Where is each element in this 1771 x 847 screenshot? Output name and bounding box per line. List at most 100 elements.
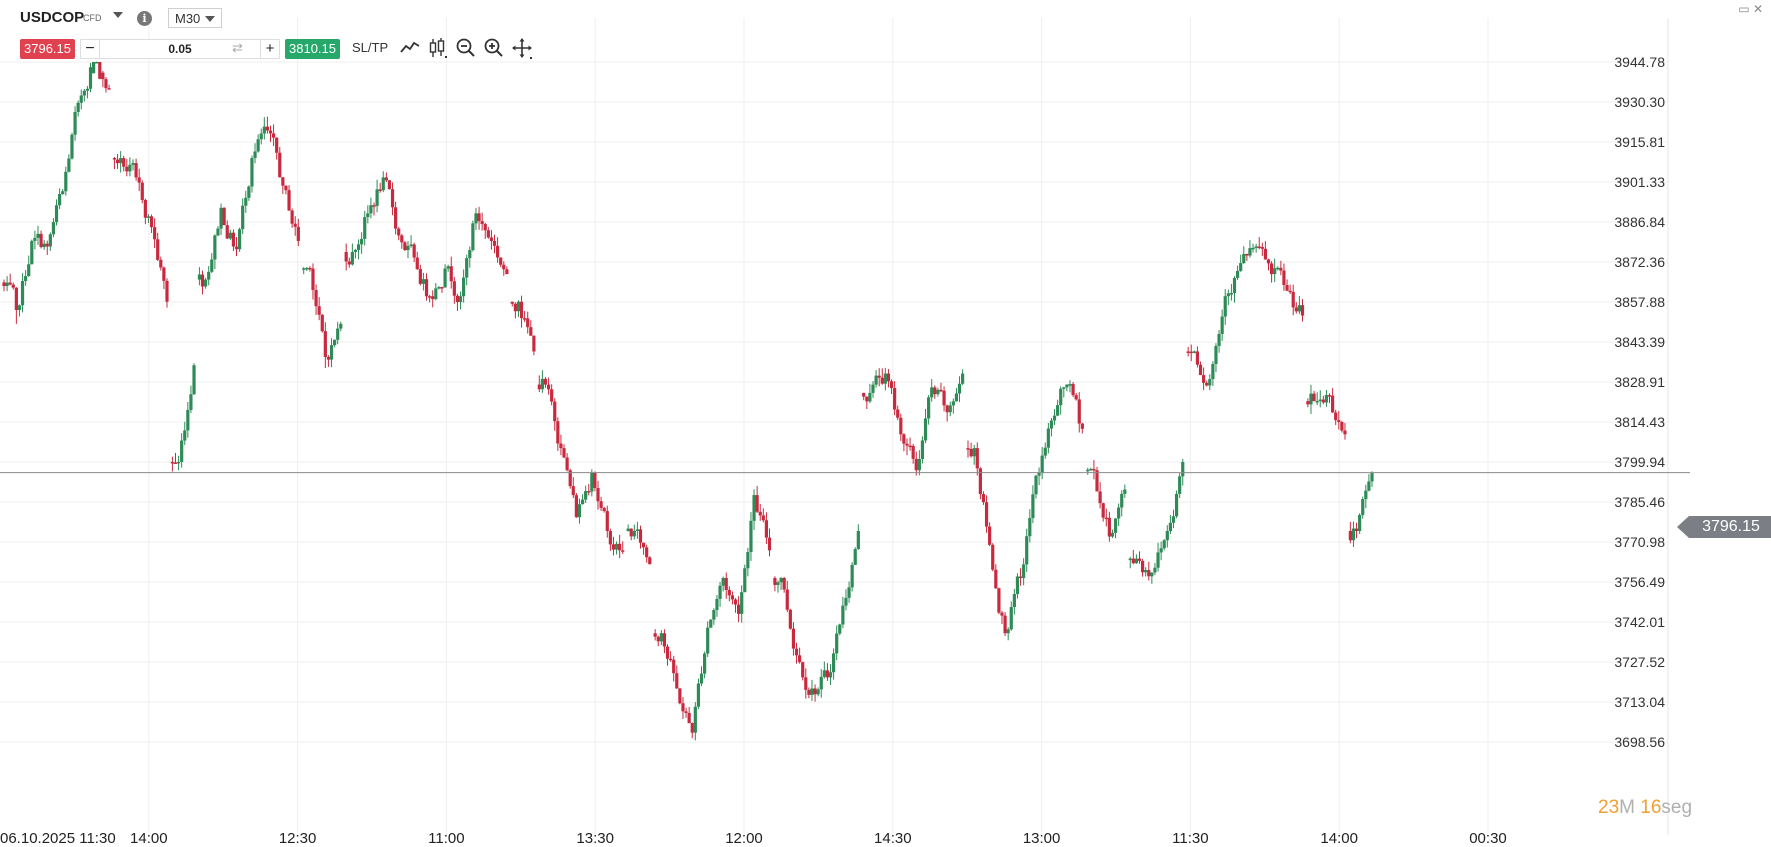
candle-up bbox=[743, 568, 747, 593]
quantity-input[interactable]: 0.05 bbox=[100, 39, 260, 59]
candle-down bbox=[143, 199, 147, 218]
symbol-dropdown-icon[interactable] bbox=[113, 12, 123, 18]
candle-down bbox=[945, 405, 949, 413]
candle-down bbox=[529, 327, 533, 336]
candle-up bbox=[1040, 455, 1044, 473]
candle-down bbox=[1294, 307, 1298, 312]
candle-down bbox=[222, 207, 226, 226]
candlestick-icon[interactable] bbox=[426, 36, 450, 60]
candle-up bbox=[1361, 499, 1365, 515]
candle-down bbox=[543, 378, 548, 385]
candle-up bbox=[302, 268, 306, 270]
candle-up bbox=[333, 339, 337, 346]
sl-tp-button[interactable]: SL/TP bbox=[352, 40, 389, 55]
candle-down bbox=[170, 461, 174, 464]
candle-down bbox=[140, 182, 144, 200]
candle-down bbox=[653, 633, 657, 637]
candle-down bbox=[1300, 305, 1305, 316]
candle-up bbox=[883, 373, 887, 384]
candle-up bbox=[917, 458, 921, 471]
candle-down bbox=[785, 589, 789, 610]
candle-up bbox=[189, 394, 193, 410]
zoom-out-icon[interactable] bbox=[454, 36, 478, 60]
candle-down bbox=[645, 547, 649, 558]
candle-down bbox=[326, 356, 331, 360]
candle-up bbox=[696, 683, 701, 707]
sell-button[interactable]: 3796.15 bbox=[20, 39, 75, 59]
candle-up bbox=[329, 345, 334, 360]
candle-up bbox=[957, 383, 962, 394]
candle-up bbox=[1025, 536, 1029, 565]
candle-down bbox=[984, 502, 989, 527]
candle-up bbox=[51, 222, 56, 235]
candle-up bbox=[192, 365, 196, 395]
candle-up bbox=[715, 598, 719, 611]
candle-up bbox=[936, 389, 940, 395]
candle-up bbox=[832, 653, 836, 673]
decrease-quantity-button[interactable]: − bbox=[80, 39, 100, 59]
candle-up bbox=[353, 249, 358, 252]
candle-down bbox=[519, 301, 524, 319]
candle-down bbox=[1331, 395, 1335, 413]
increase-quantity-button[interactable]: + bbox=[260, 39, 280, 59]
candle-up bbox=[237, 229, 242, 250]
candle-down bbox=[275, 137, 279, 153]
candle-up bbox=[580, 499, 585, 505]
candle-down bbox=[1077, 399, 1081, 424]
candle-down bbox=[877, 375, 881, 378]
candle-up bbox=[1123, 489, 1127, 494]
candle-up bbox=[443, 268, 447, 288]
line-chart-icon[interactable] bbox=[398, 36, 422, 60]
time-axis[interactable]: 06.10.2025 11:30 14:00 12:30 11:00 13:30 12:0… bbox=[0, 830, 1507, 847]
move-icon[interactable] bbox=[510, 36, 534, 60]
candle-up bbox=[76, 102, 80, 112]
candle-up bbox=[868, 392, 872, 402]
candle-down bbox=[265, 126, 270, 131]
candle-down bbox=[513, 303, 517, 312]
candle-up bbox=[259, 133, 263, 140]
candle-down bbox=[568, 470, 572, 487]
candle-up bbox=[1156, 552, 1160, 568]
candle-down bbox=[112, 158, 117, 160]
candle-up bbox=[1192, 351, 1196, 353]
candle-up bbox=[927, 397, 931, 419]
symbol-name[interactable]: USDCOP bbox=[20, 9, 85, 26]
candle-down bbox=[1334, 412, 1338, 421]
candle-down bbox=[499, 257, 503, 265]
candle-down bbox=[165, 280, 169, 302]
candle-up bbox=[871, 384, 875, 393]
candle-down bbox=[1071, 384, 1075, 396]
candle-down bbox=[969, 448, 973, 457]
candle-up bbox=[1358, 514, 1362, 532]
candle-up bbox=[42, 243, 46, 248]
price-axis[interactable]: 3944.78 3930.30 3915.81 3901.33 3886.84 3872.… bbox=[1614, 54, 1665, 750]
candle-down bbox=[489, 237, 494, 241]
candle-up bbox=[810, 688, 814, 695]
candle-down bbox=[899, 417, 903, 435]
candle-up bbox=[366, 213, 370, 218]
candle-up bbox=[972, 448, 976, 457]
y-tick-label: 3843.39 bbox=[1614, 334, 1665, 350]
candle-up bbox=[1162, 540, 1166, 549]
candle-down bbox=[939, 389, 943, 392]
info-icon[interactable]: i bbox=[137, 11, 152, 26]
timeframe-select[interactable]: M30 bbox=[168, 8, 222, 28]
zoom-in-icon[interactable] bbox=[482, 36, 506, 60]
candle-up bbox=[262, 126, 266, 134]
minimize-icon[interactable]: ▭ bbox=[1738, 2, 1750, 16]
candle-up bbox=[33, 237, 37, 241]
close-icon[interactable]: ✕ bbox=[1752, 2, 1763, 16]
candle-down bbox=[323, 331, 327, 357]
candle-down bbox=[886, 373, 891, 382]
candle-up bbox=[693, 706, 697, 733]
candle-down bbox=[387, 180, 392, 190]
buy-button[interactable]: 3810.15 bbox=[285, 39, 340, 59]
candle-up bbox=[339, 323, 343, 329]
candle-up bbox=[27, 264, 31, 277]
swap-icon[interactable]: ⇄ bbox=[232, 40, 243, 55]
candle-up bbox=[626, 528, 630, 532]
candle-down bbox=[378, 189, 382, 191]
candle-up bbox=[474, 213, 478, 224]
candle-up bbox=[1178, 476, 1182, 494]
